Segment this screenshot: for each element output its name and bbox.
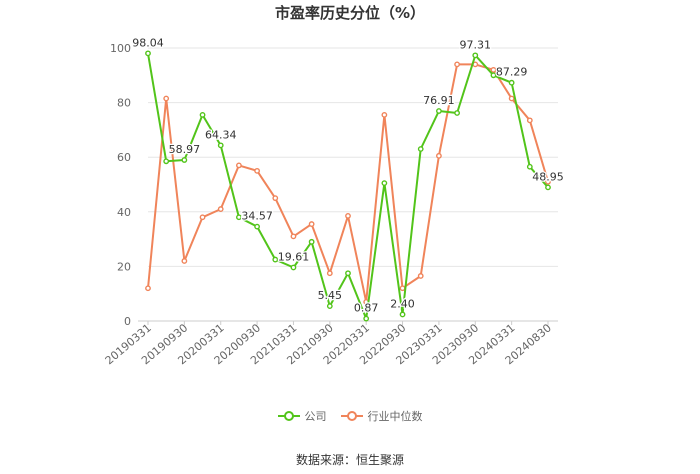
y-tick-label-0: 0 — [124, 315, 131, 328]
y-tick-label-40: 40 — [117, 206, 131, 219]
point-industry-median-20221231 — [417, 273, 424, 279]
y-tick-label-20: 20 — [117, 260, 131, 273]
data-label-company-20190930: 58.97 — [169, 143, 201, 156]
data-label-company-20210930: 5.45 — [318, 289, 343, 302]
data-label-company-20190331: 98.04 — [132, 36, 164, 49]
point-company-20190630 — [163, 158, 170, 165]
point-industry-median-20200331 — [217, 206, 224, 212]
point-company-20210331 — [290, 264, 297, 271]
point-company-20200930 — [254, 223, 260, 230]
series-lines — [145, 50, 551, 322]
point-company-20230630 — [454, 110, 460, 116]
point-industry-median-20220930 — [399, 285, 406, 292]
data-label-company-20230331: 76.91 — [423, 94, 455, 107]
data-label-company-20200930: 34.57 — [241, 210, 273, 223]
point-company-20220930 — [399, 311, 406, 318]
point-company-20230331 — [436, 108, 442, 114]
point-company-20220630 — [381, 180, 388, 187]
data-labels: 98.04 58.97 64.34 34.57 19.61 5.45 0.87 2.40 76.… — [131, 35, 565, 316]
data-label-company-20210331: 19.61 — [278, 250, 310, 263]
legend: 公司 行业中位数 — [0, 408, 700, 424]
point-industry-median-20190930 — [181, 258, 188, 264]
point-industry-median-20201231 — [272, 195, 279, 202]
point-industry-median-20200930 — [254, 167, 260, 174]
data-source: 数据来源：恒生聚源 — [295, 453, 404, 467]
point-industry-median-20190630 — [163, 95, 170, 102]
point-industry-median-20240630 — [526, 117, 533, 124]
point-industry-median-20200630 — [236, 162, 242, 169]
point-company-20220331 — [363, 315, 370, 322]
point-industry-median-20230630 — [454, 61, 460, 68]
legend-label-industry-median: 行业中位数 — [367, 410, 423, 423]
legend-label-company: 公司 — [304, 410, 327, 423]
point-industry-median-20220630 — [381, 111, 388, 118]
point-company-20190331 — [145, 50, 151, 57]
data-label-company-20200331: 64.34 — [205, 128, 237, 141]
data-label-company-20240331: 87.29 — [496, 66, 528, 79]
y-tick-label-80: 80 — [117, 97, 131, 110]
point-company-20231231 — [490, 72, 497, 79]
point-company-20200630 — [236, 214, 242, 221]
legend-swatch-industry-median — [340, 411, 363, 421]
point-industry-median-20210331 — [290, 233, 297, 240]
point-industry-median-20230331 — [436, 152, 442, 159]
series-line-company — [147, 53, 549, 320]
point-company-20240830 — [545, 184, 551, 191]
legend-swatch-company — [277, 411, 300, 421]
point-company-20240331 — [508, 79, 515, 86]
data-label-company-20230930: 97.31 — [460, 38, 492, 51]
point-industry-median-20240331 — [508, 95, 515, 102]
legend-item-industry-median[interactable]: 行业中位数 — [340, 408, 423, 424]
point-industry-median-20231231 — [490, 66, 497, 73]
point-industry-median-20211231 — [345, 212, 351, 219]
point-company-20240630 — [526, 163, 533, 170]
y-tick-label-60: 60 — [117, 151, 131, 164]
data-label-company-20220331: 0.87 — [354, 302, 379, 315]
axes: 0204060801002019033120190930202003312020… — [103, 42, 558, 367]
point-industry-median-20190331 — [145, 285, 151, 292]
y-tick-label-100: 100 — [110, 42, 131, 55]
point-company-20191231 — [199, 111, 206, 118]
point-company-20200331 — [217, 142, 224, 149]
point-company-20221231 — [417, 146, 424, 152]
point-company-20210630 — [308, 238, 315, 245]
chart-title: 市盈率历史分位（%） — [274, 4, 426, 22]
legend-item-company[interactable]: 公司 — [277, 408, 327, 424]
point-company-20201231 — [272, 256, 279, 263]
point-industry-median-20191231 — [199, 214, 206, 221]
point-industry-median-20210930 — [326, 270, 333, 277]
point-industry-median-20210630 — [308, 221, 315, 227]
data-label-company-20240830: 48.95 — [532, 170, 564, 183]
point-company-20211231 — [345, 270, 351, 277]
data-label-company-20220930: 2.40 — [390, 297, 415, 310]
point-company-20230930 — [472, 52, 479, 59]
point-industry-median-20240830 — [545, 178, 551, 185]
point-company-20210930 — [326, 303, 333, 310]
point-company-20190930 — [181, 157, 188, 163]
grid-lines — [148, 47, 558, 267]
